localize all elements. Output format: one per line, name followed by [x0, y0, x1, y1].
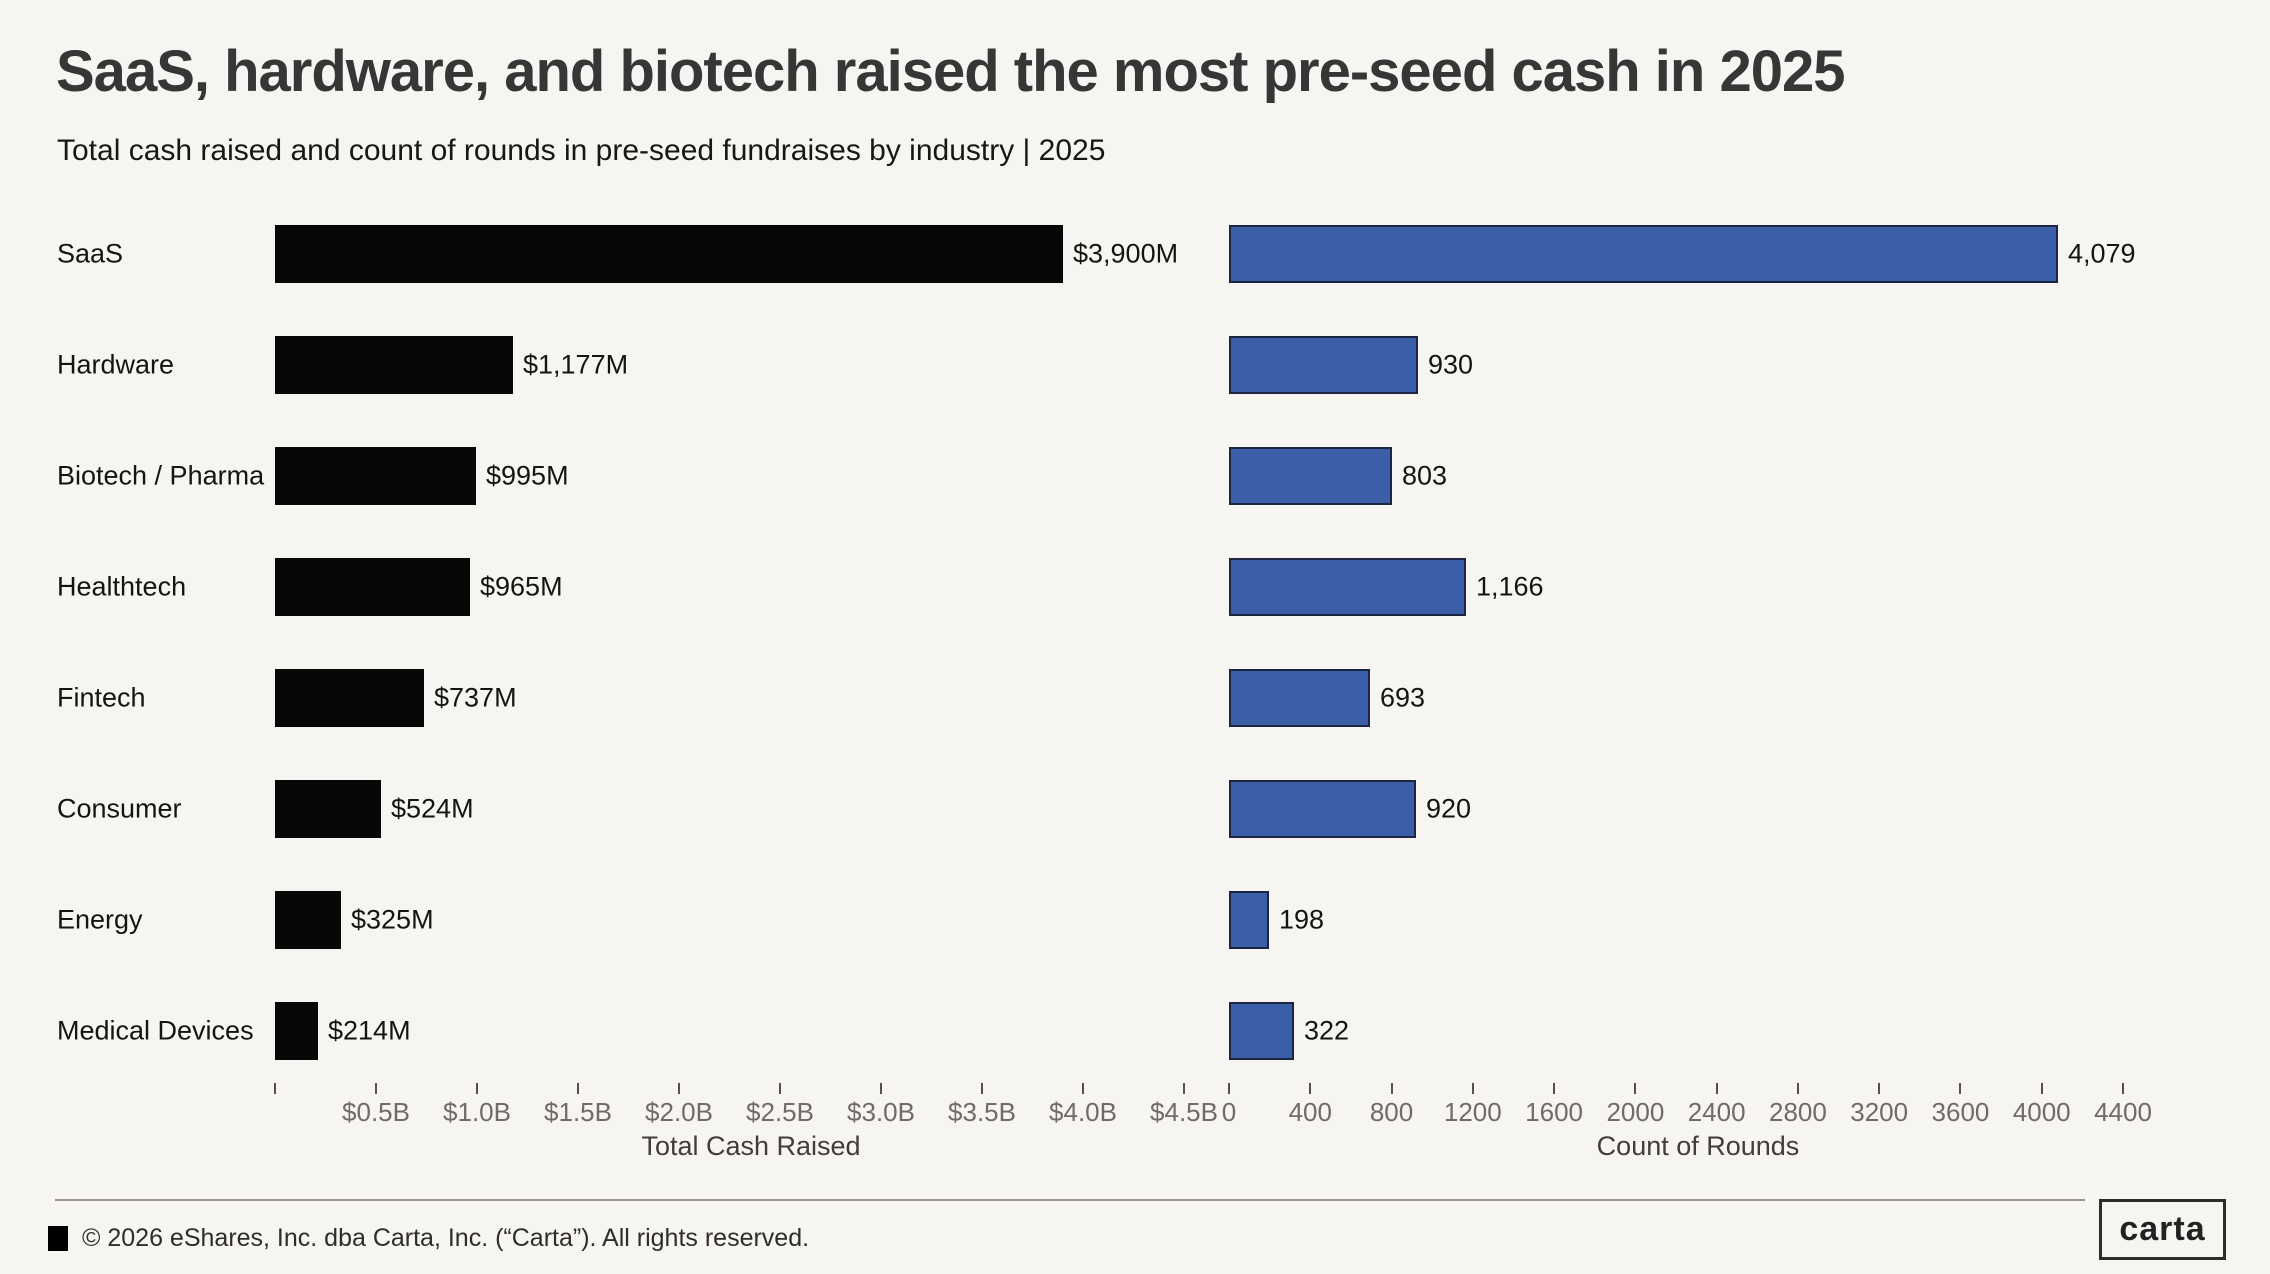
cash-axis-tick [577, 1083, 579, 1094]
cash-axis-tick [981, 1083, 983, 1094]
rounds-axis-tick [1796, 1083, 1799, 1094]
cash-bar-saas [275, 225, 1063, 283]
rounds-value-label-medical-devices: 322 [1304, 1015, 1350, 1046]
cash-axis-tick-label: $2.0B [645, 1097, 713, 1127]
x-axis-title-rounds: Count of Rounds [1596, 1131, 1800, 1161]
rounds-axis-tick [2040, 1083, 2043, 1094]
rounds-value-label-energy: 198 [1279, 904, 1325, 935]
rounds-axis-tick-label: 2800 [1768, 1097, 1827, 1127]
cash-axis-tick [678, 1083, 680, 1094]
category-label-biotech-pharma: Biotech / Pharma [57, 460, 265, 491]
footer-divider [55, 1199, 2085, 1201]
rounds-axis-tick-label: 3600 [1931, 1097, 1990, 1127]
cash-value-label-biotech-pharma: $995M [486, 460, 569, 491]
rounds-bar-medical-devices [1229, 1002, 1294, 1060]
chart-title: SaaS, hardware, and biotech raised the m… [56, 39, 1845, 104]
copyright-text: © 2026 eShares, Inc. dba Carta, Inc. (“C… [82, 1224, 810, 1252]
rounds-axis-tick-label: 4400 [2094, 1097, 2152, 1127]
x-axis-title-cash: Total Cash Raised [641, 1131, 861, 1161]
rounds-value-label-saas: 4,079 [2068, 238, 2136, 269]
cash-bar-healthtech [275, 558, 470, 616]
rounds-bar-consumer [1229, 780, 1416, 838]
rounds-axis-tick [1715, 1083, 1718, 1094]
cash-axis-tick-label: $2.5B [746, 1097, 814, 1127]
cash-axis-tick [1082, 1083, 1084, 1094]
rounds-axis-tick [2122, 1083, 2124, 1094]
rounds-axis-tick [1878, 1083, 1881, 1094]
category-label-healthtech: Healthtech [57, 571, 187, 602]
cash-axis-tick-label: $1.0B [443, 1097, 511, 1127]
rounds-axis-tick-label: 0 [1221, 1097, 1237, 1127]
rounds-axis-tick-label: 2000 [1606, 1097, 1665, 1127]
cash-axis-tick-label: $4.5B [1150, 1097, 1218, 1127]
carta-square-icon [48, 1226, 68, 1251]
rounds-bar-biotech-pharma [1229, 447, 1392, 505]
rounds-axis-tick-label: 800 [1369, 1097, 1414, 1127]
rounds-axis-tick [1471, 1083, 1474, 1094]
cash-axis-tick-label: $0.5B [342, 1097, 410, 1127]
rounds-axis-tick-label: 1200 [1443, 1097, 1502, 1127]
chart-subtitle: Total cash raised and count of rounds in… [57, 134, 1106, 167]
footer: © 2026 eShares, Inc. dba Carta, Inc. (“C… [48, 1224, 809, 1253]
cash-value-label-healthtech: $965M [480, 571, 563, 602]
cash-bar-consumer [275, 780, 381, 838]
cash-value-label-medical-devices: $214M [328, 1015, 411, 1046]
carta-logo-text: carta [2119, 1210, 2206, 1248]
category-label-consumer: Consumer [57, 793, 182, 824]
cash-value-label-saas: $3,900M [1073, 238, 1179, 269]
cash-bar-biotech-pharma [275, 447, 476, 505]
cash-axis-tick-label: $4.0B [1049, 1097, 1117, 1127]
rounds-axis-tick [1309, 1083, 1312, 1094]
cash-bar-fintech [275, 669, 424, 727]
rounds-axis-tick-label: 3200 [1850, 1097, 1909, 1127]
rounds-axis-tick-label: 4000 [2012, 1097, 2071, 1127]
rounds-bar-fintech [1229, 669, 1370, 727]
rounds-axis-tick [1634, 1083, 1637, 1094]
rounds-axis-tick-label: 2400 [1687, 1097, 1746, 1127]
cash-axis-tick-label: $3.5B [948, 1097, 1016, 1127]
cash-axis-tick [779, 1083, 781, 1094]
rounds-bar-hardware [1229, 336, 1418, 394]
rounds-axis-tick [1553, 1083, 1556, 1094]
cash-value-label-energy: $325M [351, 904, 434, 935]
cash-bar-medical-devices [275, 1002, 318, 1060]
rounds-bar-saas [1229, 225, 2058, 283]
cash-axis-tick [880, 1083, 882, 1094]
cash-axis-tick [1183, 1083, 1185, 1094]
rounds-value-label-fintech: 693 [1380, 682, 1426, 713]
carta-logo: carta [2099, 1199, 2226, 1260]
rounds-axis-tick [1959, 1083, 1962, 1094]
category-label-medical-devices: Medical Devices [57, 1015, 254, 1046]
rounds-value-label-hardware: 930 [1428, 349, 1474, 380]
rounds-value-label-biotech-pharma: 803 [1402, 460, 1448, 491]
rounds-bar-energy [1229, 891, 1269, 949]
rounds-value-label-consumer: 920 [1426, 793, 1472, 824]
category-label-saas: SaaS [57, 238, 124, 269]
rounds-bar-healthtech [1229, 558, 1466, 616]
cash-value-label-fintech: $737M [434, 682, 517, 713]
rounds-axis-tick-label: 1600 [1525, 1097, 1583, 1127]
cash-axis-tick-label: $3.0B [847, 1097, 915, 1127]
cash-axis-tick-label: $1.5B [544, 1097, 612, 1127]
category-label-hardware: Hardware [57, 349, 175, 380]
category-label-fintech: Fintech [57, 682, 146, 713]
cash-value-label-consumer: $524M [391, 793, 474, 824]
cash-axis-tick [476, 1083, 478, 1094]
cash-value-label-hardware: $1,177M [523, 349, 629, 380]
rounds-axis-tick-label: 400 [1288, 1097, 1332, 1127]
cash-axis-tick [274, 1083, 276, 1094]
cash-axis-tick [375, 1083, 377, 1094]
rounds-value-label-healthtech: 1,166 [1476, 571, 1544, 602]
category-label-energy: Energy [57, 904, 143, 935]
cash-bar-energy [275, 891, 341, 949]
rounds-axis-tick [1228, 1083, 1230, 1094]
cash-bar-hardware [275, 336, 513, 394]
rounds-axis-tick [1390, 1083, 1393, 1094]
